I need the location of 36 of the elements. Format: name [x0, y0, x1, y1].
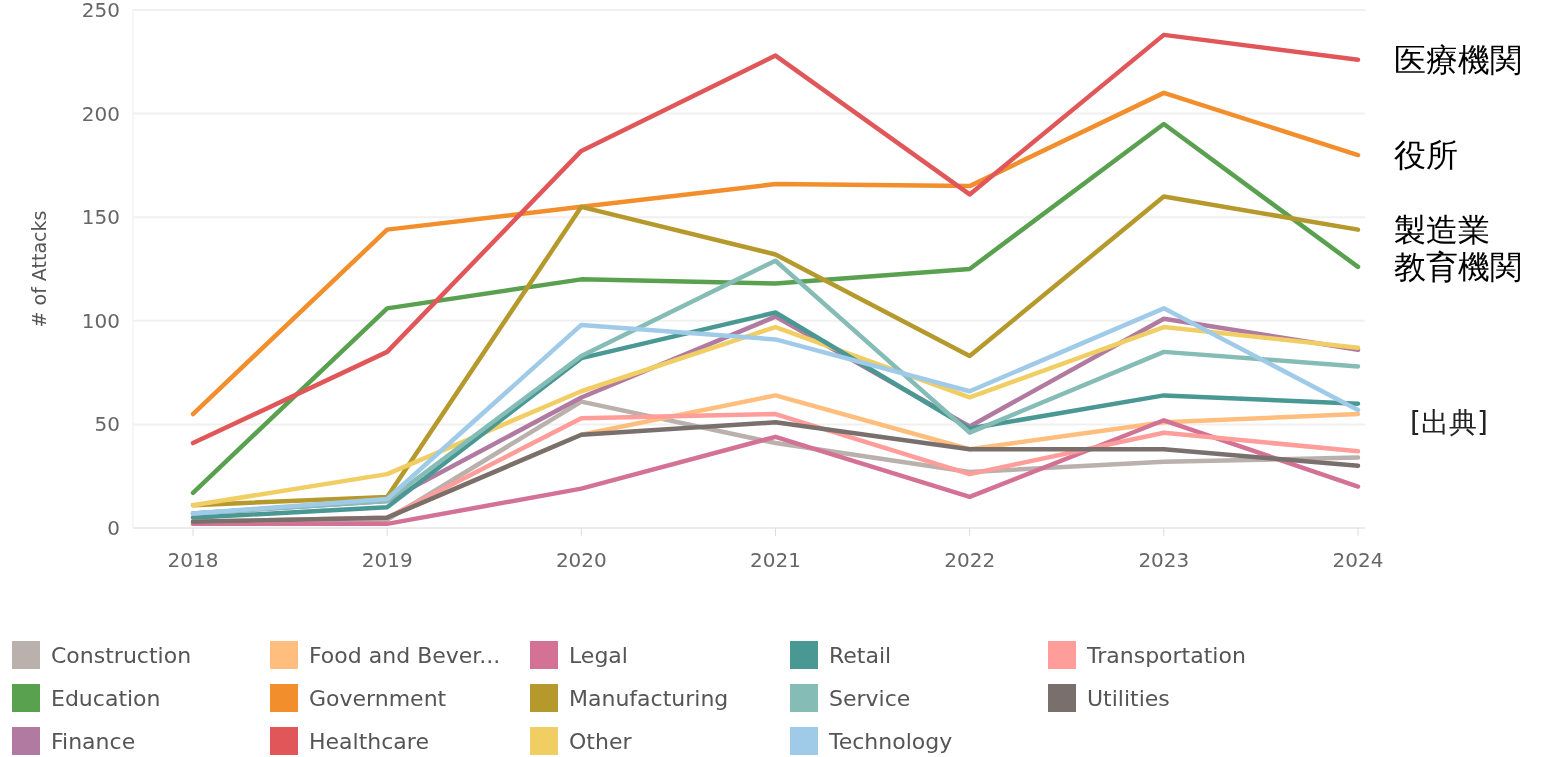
legend-label: Legal	[569, 643, 628, 668]
x-tick-label: 2021	[750, 548, 801, 572]
text: [出典]	[1410, 406, 1488, 439]
annotation: 役所	[1394, 136, 1458, 175]
annotation: 教育機関	[1394, 247, 1522, 286]
y-tick-label: 0	[107, 516, 120, 540]
y-tick-label: 150	[81, 205, 120, 230]
annotation: 医療機関	[1394, 40, 1522, 79]
y-tick-label: 50	[94, 412, 120, 437]
x-tick-label: 2023	[1138, 548, 1190, 572]
legend-label: Transportation	[1086, 643, 1246, 668]
y-tick-label: 100	[81, 308, 120, 333]
legend-label: Finance	[51, 729, 136, 754]
x-tick-label: 2018	[167, 548, 219, 572]
legend-label: Construction	[51, 643, 192, 668]
x-tick-label: 2019	[361, 548, 413, 572]
y-axis-title: # of Attacks	[28, 210, 50, 328]
legend-label: Government	[309, 686, 447, 711]
legend-label: Healthcare	[309, 729, 429, 754]
legend-label: Other	[569, 729, 633, 754]
y-tick-label: 200	[81, 101, 120, 126]
legend-label: Retail	[829, 643, 892, 668]
legend-label: Service	[829, 686, 911, 711]
legend-label: Manufacturing	[569, 686, 729, 711]
legend-label: Education	[51, 686, 161, 711]
legend-label: Utilities	[1087, 686, 1170, 711]
line-series	[190, 32, 1361, 446]
y-tick-label: 250	[81, 0, 120, 22]
line-series	[190, 121, 1361, 496]
x-tick-label: 2024	[1332, 548, 1384, 572]
legend-label: Technology	[828, 729, 953, 754]
annotation: 製造業	[1394, 210, 1490, 249]
line-series	[190, 90, 1361, 417]
x-tick-label: 2022	[944, 548, 996, 572]
legend-label: Food and Bever...	[309, 643, 501, 668]
x-tick-label: 2020	[555, 548, 607, 572]
